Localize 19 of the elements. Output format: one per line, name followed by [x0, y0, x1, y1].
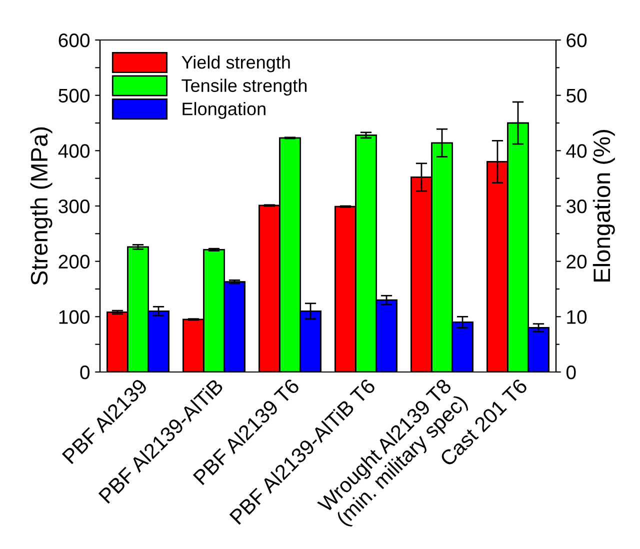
- y-tick-label: 0: [80, 365, 90, 380]
- y-tick-label: 600: [58, 33, 90, 48]
- y-tick-label: 100: [59, 310, 90, 324]
- y-tick-label: 400: [58, 144, 90, 158]
- y2-tick-label: 20: [566, 254, 587, 269]
- y-tick-label: 200: [58, 254, 90, 269]
- y2-tick-label: 10: [567, 310, 587, 324]
- y2-tick-label: 40: [566, 144, 587, 158]
- y-tick-label: 300: [58, 199, 90, 214]
- legend-label: Yield strength: [182, 55, 290, 72]
- y2-tick-label: 50: [566, 88, 587, 103]
- y2-tick-label: 30: [566, 199, 587, 214]
- y2-tick-label: 60: [566, 33, 587, 48]
- y-axis-title: Strength (MPa): [30, 127, 52, 285]
- y2-axis-title: Elongation (%): [592, 130, 615, 282]
- legend-label: Tensile strength: [182, 78, 307, 96]
- legend-label: Elongation: [182, 102, 266, 119]
- y-tick-label: 500: [58, 88, 90, 103]
- y2-tick-label: 0: [566, 365, 576, 380]
